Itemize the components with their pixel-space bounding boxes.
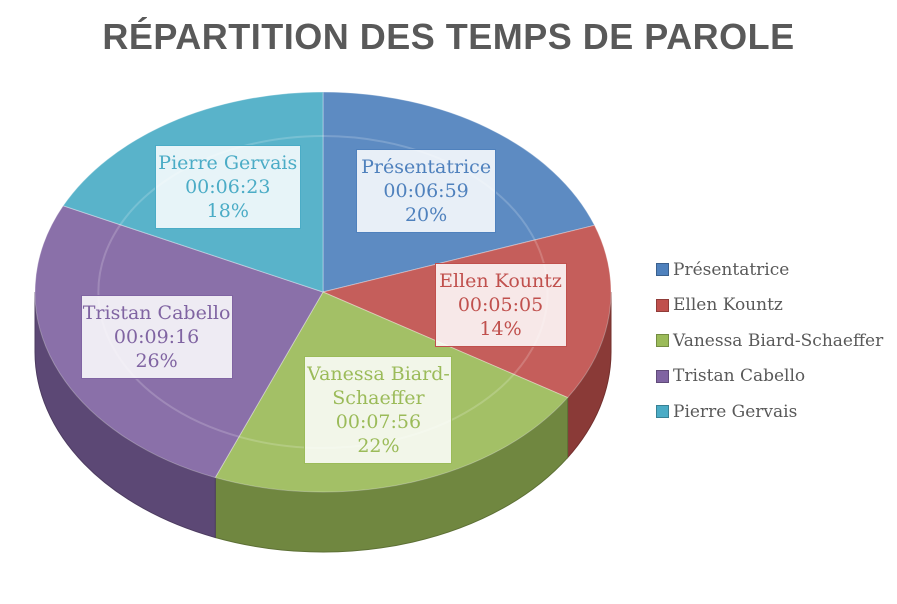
data-label-name: Schaeffer <box>332 386 425 409</box>
data-label-percent: 20% <box>404 203 448 226</box>
data-label-name: Ellen Kountz <box>439 270 562 293</box>
legend-item: Tristan Cabello <box>656 359 883 395</box>
legend-swatch <box>656 405 669 419</box>
legend-item: Présentatrice <box>656 252 883 288</box>
data-label-time: 00:05:05 <box>457 294 544 317</box>
data-label-percent: 14% <box>479 318 522 341</box>
data-label-0: Présentatrice 00:06:59 20% <box>356 148 497 233</box>
data-label-2: Vanessa Biard- Schaeffer 00:07:56 22% <box>304 355 453 464</box>
data-label-time: 00:07:56 <box>335 410 422 433</box>
legend-item: Pierre Gervais <box>656 394 883 430</box>
legend-label: Pierre Gervais <box>673 401 798 422</box>
data-label-1: Ellen Kountz 00:05:05 14% <box>434 263 567 348</box>
legend-item: Ellen Kountz <box>656 288 883 324</box>
legend-swatch <box>656 298 669 312</box>
data-label-time: 00:06:23 <box>185 176 271 199</box>
data-label-name: Tristan Cabello <box>82 301 231 324</box>
data-label-percent: 22% <box>357 434 400 457</box>
data-label-name: Pierre Gervais <box>158 152 298 175</box>
data-label-name: Présentatrice <box>361 155 492 178</box>
legend-item: Vanessa Biard-Schaeffer <box>656 323 883 359</box>
data-label-4: Pierre Gervais 00:06:23 18% <box>154 145 301 230</box>
legend-swatch <box>656 263 669 277</box>
legend-label: Vanessa Biard-Schaeffer <box>673 330 884 351</box>
legend: Présentatrice Ellen Kountz Vanessa Biard-S… <box>656 252 883 430</box>
legend-label: Tristan Cabello <box>673 366 806 387</box>
legend-label: Ellen Kountz <box>673 295 783 316</box>
legend-swatch <box>656 334 669 348</box>
legend-swatch <box>656 369 669 383</box>
data-label-name: Vanessa Biard- <box>307 362 450 385</box>
data-label-percent: 26% <box>135 349 178 372</box>
data-label-percent: 18% <box>206 200 249 223</box>
data-label-3: Tristan Cabello 00:09:16 26% <box>80 294 233 379</box>
data-label-time: 00:09:16 <box>113 325 200 348</box>
chart-title: RÉPARTITION DES TEMPS DE PAROLE <box>102 16 795 57</box>
data-label-time: 00:06:59 <box>383 179 469 202</box>
legend-label: Présentatrice <box>673 259 790 280</box>
